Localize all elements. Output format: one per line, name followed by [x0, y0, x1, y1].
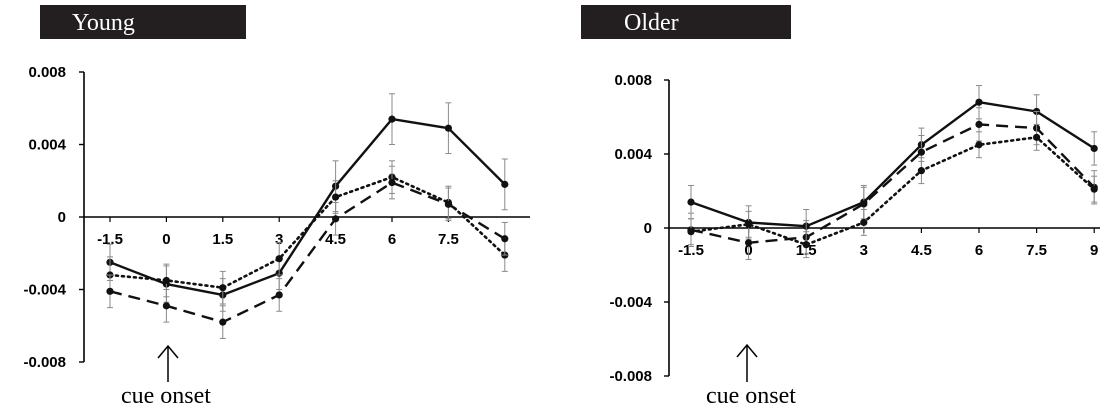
x-tick-label: 4.5: [325, 231, 346, 248]
y-tick-label: 0: [58, 209, 66, 226]
data-point: [1090, 185, 1098, 193]
x-tick-label: 7.5: [438, 231, 459, 248]
data-point: [219, 318, 227, 326]
x-tick-label: -1.5: [97, 231, 123, 248]
data-point: [687, 228, 695, 236]
series-dashed: [687, 107, 1098, 260]
chart-title-young: Young: [72, 10, 135, 36]
series-dotted: [687, 123, 1098, 259]
data-point: [106, 287, 114, 295]
data-point: [275, 291, 283, 299]
y-tick-label: 0.004: [614, 146, 652, 163]
data-point: [388, 178, 396, 187]
y-tick-label: 0.008: [28, 64, 66, 81]
data-point: [501, 235, 509, 243]
data-point: [687, 198, 695, 206]
y-tick-label: 0: [644, 220, 652, 237]
x-tick-label: 7.5: [1026, 242, 1047, 259]
y-tick-label: -0.004: [609, 294, 652, 311]
y-tick-label: -0.004: [23, 282, 66, 299]
title-banner-young: [40, 5, 246, 39]
data-point: [332, 193, 340, 201]
x-tick-label: -1.5: [678, 242, 704, 259]
data-point: [975, 98, 983, 106]
cue-onset-arrowhead-young: [157, 344, 179, 359]
y-tick-label: -0.008: [23, 354, 66, 371]
cue-onset-arrowhead-older: [736, 343, 758, 358]
data-point: [219, 284, 227, 292]
y-tick-label: 0.008: [614, 72, 652, 89]
x-tick-label: 3: [860, 242, 868, 259]
series-line-solid: [690, 100, 1095, 228]
data-point: [745, 220, 753, 228]
data-point: [745, 239, 753, 247]
series-dashed: [106, 165, 509, 339]
data-point: [802, 241, 810, 249]
x-tick-label: 6: [388, 231, 396, 248]
data-point: [917, 167, 926, 175]
chart-title-older: Older: [624, 10, 679, 36]
data-point: [1033, 133, 1041, 141]
x-tick-label: 0: [162, 231, 170, 248]
x-tick-label: 3: [275, 231, 283, 248]
series-line-solid: [109, 117, 506, 297]
y-tick-label: -0.008: [609, 368, 652, 385]
cue-onset-label-young: cue onset: [121, 383, 211, 409]
x-tick-label: 1.5: [212, 231, 233, 248]
series-line-dashed: [109, 181, 506, 324]
chart-young: Young 0.008 0.004 0 -0.004 -0.008 -1.5 0 1.5 3 4.…: [23, 5, 530, 409]
series-line-dashed: [690, 123, 1096, 245]
data-point: [444, 124, 452, 132]
data-point: [1090, 144, 1098, 153]
data-point: [444, 200, 452, 208]
data-point: [162, 302, 170, 310]
data-point: [860, 218, 868, 227]
cue-onset-label-older: cue onset: [706, 383, 796, 409]
x-tick-label: 6: [975, 242, 983, 259]
series-line-dotted: [108, 175, 507, 290]
data-point: [388, 115, 396, 123]
data-point: [917, 148, 926, 156]
data-point: [975, 120, 983, 128]
data-point: [332, 215, 340, 223]
title-banner-older: [581, 5, 791, 39]
x-tick-label: 4.5: [911, 242, 932, 259]
data-point: [162, 276, 170, 285]
x-tick-label: 9: [1090, 242, 1098, 259]
data-point: [975, 141, 983, 149]
data-point: [860, 200, 868, 208]
data-point: [501, 180, 509, 188]
data-point: [275, 255, 283, 263]
y-tick-label: 0.004: [28, 137, 66, 154]
series-line-dotted: [689, 136, 1096, 246]
